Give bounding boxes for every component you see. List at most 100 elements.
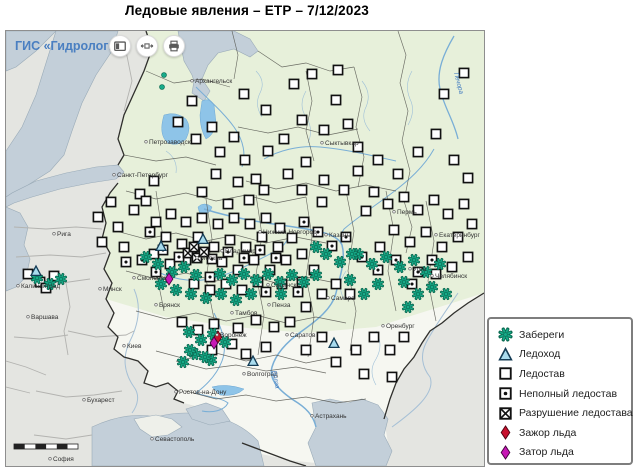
marker-ledostav[interactable] <box>150 216 162 228</box>
marker-zaberegi[interactable] <box>229 293 243 307</box>
marker-zaberegi[interactable] <box>411 287 425 301</box>
marker-ledostav[interactable] <box>392 168 404 180</box>
marker-ledostav[interactable] <box>236 284 248 296</box>
marker-ledokhod[interactable] <box>154 239 168 252</box>
marker-zaberegi[interactable] <box>419 265 433 279</box>
marker-zaberegi[interactable] <box>273 275 287 289</box>
marker-ledostav[interactable] <box>398 191 410 203</box>
marker-ledostav[interactable] <box>296 184 308 196</box>
marker-zaberegi[interactable] <box>333 255 347 269</box>
marker-ledostav[interactable] <box>112 221 124 233</box>
marker-zaberegi[interactable] <box>214 287 228 301</box>
marker-ledostav[interactable] <box>448 154 460 166</box>
marker-ledostav[interactable] <box>248 254 260 266</box>
marker-zaberegi[interactable] <box>177 260 191 274</box>
marker-zaberegi[interactable] <box>397 275 411 289</box>
marker-ledostav[interactable] <box>105 196 117 208</box>
marker-ledostav[interactable] <box>274 222 286 234</box>
marker-ledostav[interactable] <box>442 208 454 220</box>
marker-ledostav[interactable] <box>134 188 146 200</box>
marker-zaberegi[interactable] <box>169 283 183 297</box>
marker-ledostav[interactable] <box>368 186 380 198</box>
marker-ledostav[interactable] <box>330 94 342 106</box>
marker-ledostav[interactable] <box>466 218 478 230</box>
marker-ledostav[interactable] <box>232 322 244 334</box>
marker-zaberegi[interactable] <box>237 267 251 281</box>
marker-dot[interactable] <box>161 72 167 78</box>
marker-ledostav[interactable] <box>260 104 272 116</box>
marker-zaberegi[interactable] <box>198 350 212 364</box>
marker-zaberegi[interactable] <box>274 287 288 301</box>
marker-ledostav[interactable] <box>300 344 312 356</box>
marker-ledostav[interactable] <box>260 341 272 353</box>
marker-ledostav[interactable] <box>165 208 177 220</box>
marker-ledostav[interactable] <box>222 198 234 210</box>
marker-ledostav[interactable] <box>438 88 450 100</box>
marker-ledokhod[interactable] <box>196 232 210 245</box>
marker-zaberegi[interactable] <box>176 355 190 369</box>
marker-ledostav[interactable] <box>342 118 354 130</box>
marker-ledostav[interactable] <box>374 241 386 253</box>
marker-ledostav[interactable] <box>412 204 424 216</box>
marker-ledostav[interactable] <box>360 205 372 217</box>
marker-ledostav[interactable] <box>316 331 328 343</box>
print-button[interactable] <box>163 35 185 57</box>
sidebar-panel-button[interactable] <box>109 35 131 57</box>
marker-zator[interactable] <box>209 336 219 350</box>
marker-ledostav[interactable] <box>228 131 240 143</box>
marker-ledostav[interactable] <box>272 241 284 253</box>
marker-zaberegi[interactable] <box>165 265 179 279</box>
marker-ledostav[interactable] <box>240 348 252 360</box>
marker-nepolny[interactable] <box>120 256 132 268</box>
marker-ledokhod[interactable] <box>327 336 341 349</box>
marker-ledostav[interactable] <box>300 301 312 313</box>
marker-zaberegi[interactable] <box>309 268 323 282</box>
marker-ledostav[interactable] <box>338 184 350 196</box>
marker-ledostav[interactable] <box>350 344 362 356</box>
marker-ledostav[interactable] <box>296 114 308 126</box>
marker-ledostav[interactable] <box>260 212 272 224</box>
marker-ledostav[interactable] <box>160 231 172 243</box>
marker-zaberegi[interactable] <box>43 277 57 291</box>
marker-zaberegi[interactable] <box>393 260 407 274</box>
marker-nepolny[interactable] <box>144 226 156 238</box>
marker-ledostav[interactable] <box>382 198 394 210</box>
marker-ledostav[interactable] <box>224 234 236 246</box>
marker-ledostav[interactable] <box>284 316 296 328</box>
marker-ledostav[interactable] <box>316 288 328 300</box>
marker-nepolny[interactable] <box>206 253 218 265</box>
marker-zaberegi[interactable] <box>425 280 439 294</box>
marker-zaberegi[interactable] <box>183 343 197 357</box>
marker-ledokhod[interactable] <box>29 264 43 277</box>
marker-ledostav[interactable] <box>412 146 424 158</box>
marker-ledostav[interactable] <box>208 241 220 253</box>
marker-nepolny[interactable] <box>260 286 272 298</box>
marker-ledostav[interactable] <box>214 146 226 158</box>
marker-nepolny[interactable] <box>173 251 185 263</box>
marker-zaberegi[interactable] <box>225 273 239 287</box>
marker-zaberegi[interactable] <box>244 287 258 301</box>
marker-zaberegi[interactable] <box>194 333 208 347</box>
marker-ledostav[interactable] <box>384 344 396 356</box>
marker-ledostav[interactable] <box>176 316 188 328</box>
marker-ledostav[interactable] <box>180 216 192 228</box>
marker-ledostav[interactable] <box>436 241 448 253</box>
marker-nepolny[interactable] <box>372 264 384 276</box>
marker-zaberegi[interactable] <box>218 335 232 349</box>
marker-zaberegi[interactable] <box>151 257 165 271</box>
marker-dot[interactable] <box>159 84 165 90</box>
marker-ledostav[interactable] <box>228 212 240 224</box>
marker-zaberegi[interactable] <box>319 247 333 261</box>
marker-zaberegi[interactable] <box>379 250 393 264</box>
marker-ledostav[interactable] <box>238 88 250 100</box>
marker-zaberegi[interactable] <box>357 287 371 301</box>
marker-zaberegi[interactable] <box>371 277 385 291</box>
marker-ledostav[interactable] <box>232 176 244 188</box>
marker-ledostav[interactable] <box>462 172 474 184</box>
marker-ledostav[interactable] <box>318 124 330 136</box>
marker-nepolny[interactable] <box>312 226 324 238</box>
extent-arrows-button[interactable] <box>136 35 158 57</box>
marker-ledostav[interactable] <box>316 196 328 208</box>
marker-ledostav[interactable] <box>306 68 318 80</box>
marker-nepolny[interactable] <box>326 240 338 252</box>
